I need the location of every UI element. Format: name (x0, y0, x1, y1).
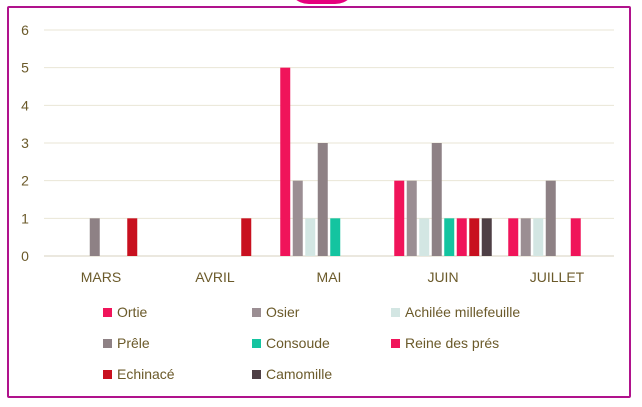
bar-consoude-juin (444, 218, 455, 256)
legend-swatch (391, 339, 400, 348)
legend-item: Echinacé (103, 366, 175, 382)
legend-label: Prêle (117, 335, 150, 351)
bar-pr-le-mars (89, 218, 100, 256)
y-tick-label: 6 (21, 22, 29, 38)
y-axis-ticks: 0 1 2 3 4 5 6 (21, 22, 29, 264)
legend-item: Camomille (252, 366, 332, 382)
bar-consoude-mai (330, 218, 341, 256)
bars (89, 67, 581, 257)
bar-echinac--mars (127, 218, 138, 256)
x-category-label: AVRIL (195, 269, 235, 285)
legend-swatch (252, 370, 261, 379)
y-tick-label: 1 (21, 210, 29, 226)
legend-item: Osier (252, 304, 300, 320)
legend-label: Camomille (266, 366, 332, 382)
bar-osier-juillet (520, 218, 531, 256)
bar-echinac--juin (469, 218, 480, 256)
x-category-label: MARS (81, 269, 121, 285)
y-tick-label: 4 (21, 97, 29, 113)
legend-label: Achilée millefeuille (405, 304, 520, 320)
bar-reine-des-pr-s-juillet (570, 218, 581, 256)
bar-ortie-juin (394, 180, 405, 256)
legend: Ortie Osier Achilée millefeuille Prêle Conso… (103, 304, 520, 382)
chart-frame (7, 6, 631, 398)
legend-swatch (103, 308, 112, 317)
legend-swatch (391, 308, 400, 317)
legend-label: Reine des prés (405, 335, 499, 351)
x-category-label: JUIN (427, 269, 458, 285)
x-category-label: MAI (317, 269, 342, 285)
legend-item: Ortie (103, 304, 148, 320)
x-axis-categories: MARS AVRIL MAI JUIN JUILLET (81, 269, 585, 285)
y-tick-label: 0 (21, 248, 29, 264)
y-tick-label: 2 (21, 173, 29, 189)
bar-ortie-mai (280, 67, 291, 257)
decorative-arc (287, 0, 357, 4)
bar-pr-le-juillet (545, 180, 556, 256)
legend-item: Prêle (103, 335, 150, 351)
bar-achil-e-millefeuille-juillet (533, 218, 544, 256)
bar-reine-des-pr-s-juin (456, 218, 467, 256)
bar-achil-e-millefeuille-mai (305, 218, 316, 256)
legend-item: Reine des prés (391, 335, 499, 351)
bar-camomille-juin (481, 218, 492, 256)
bar-osier-mai (292, 180, 303, 256)
bar-ortie-juillet (508, 218, 519, 256)
legend-item: Achilée millefeuille (391, 304, 520, 320)
bar-osier-juin (406, 180, 417, 256)
x-category-label: JUILLET (530, 269, 585, 285)
legend-label: Consoude (266, 335, 330, 351)
legend-swatch (103, 370, 112, 379)
legend-label: Echinacé (117, 366, 175, 382)
y-tick-label: 5 (21, 60, 29, 76)
bar-achil-e-millefeuille-juin (419, 218, 430, 256)
bar-echinac--avril (241, 218, 252, 256)
legend-label: Ortie (117, 304, 148, 320)
gridlines (44, 29, 614, 257)
legend-label: Osier (266, 304, 300, 320)
legend-swatch (252, 339, 261, 348)
legend-swatch (103, 339, 112, 348)
y-tick-label: 3 (21, 135, 29, 151)
legend-swatch (252, 308, 261, 317)
legend-item: Consoude (252, 335, 330, 351)
bar-pr-le-mai (317, 143, 328, 256)
bar-pr-le-juin (431, 143, 442, 256)
